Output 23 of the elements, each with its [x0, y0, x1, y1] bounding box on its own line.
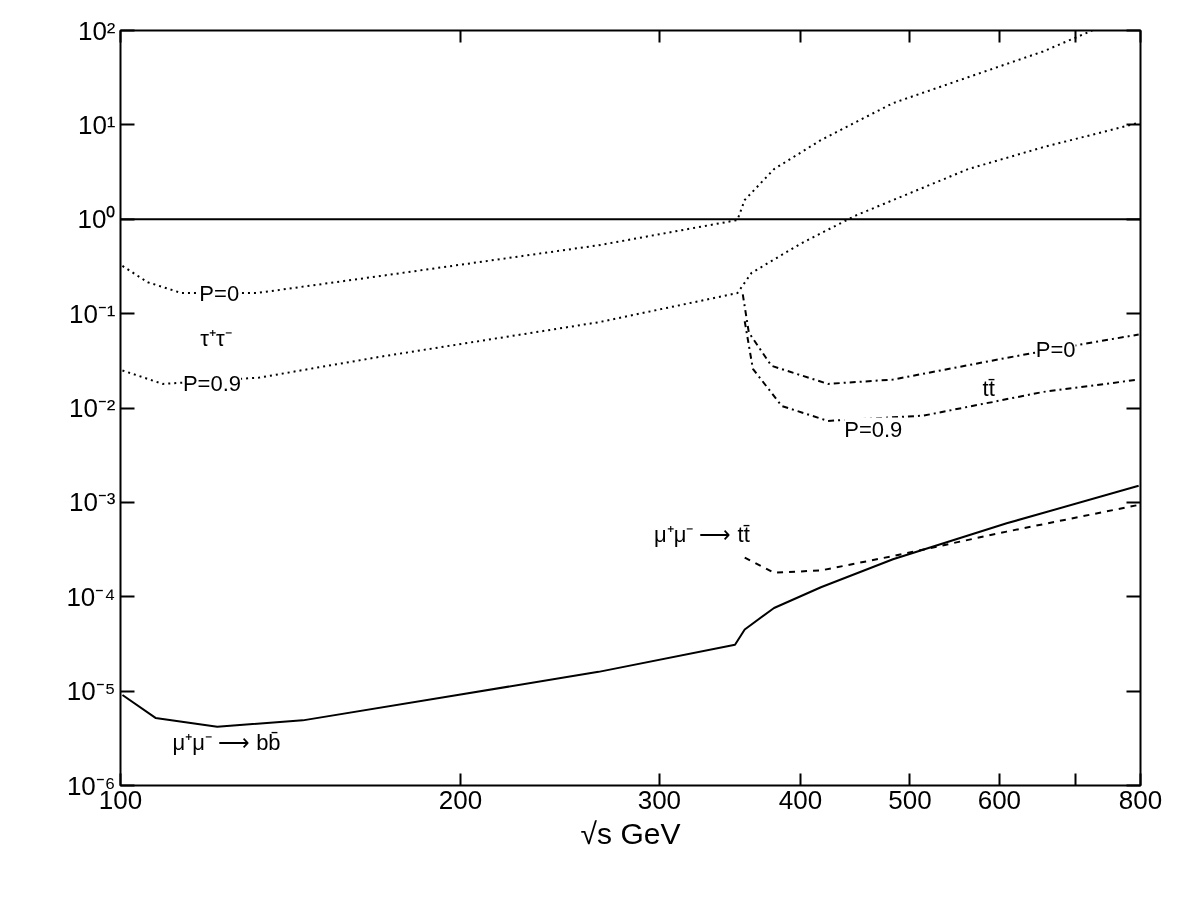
x-tick-label: 500	[888, 784, 932, 815]
annotation: tt̄	[982, 376, 995, 402]
annotation: μ⁺μ⁻ ⟶ bb̄	[172, 729, 281, 755]
x-tick-label: 600	[977, 784, 1022, 815]
y-tick-label: 10⁻³	[68, 487, 116, 518]
y-tick-label: 10²	[77, 15, 116, 46]
x-tick-label: 300	[637, 784, 682, 815]
y-tick-label: 10⁻¹	[68, 298, 116, 329]
annotation: P=0.9	[182, 371, 242, 397]
annotation: P=0	[1035, 336, 1076, 362]
annotation: P=0.9	[844, 417, 903, 443]
x-axis-title: √s GeV	[580, 816, 681, 850]
y-tick-label: 10⁻⁵	[66, 676, 116, 707]
y-tick-label: 10⁻⁴	[66, 581, 116, 612]
annotation: τ⁺τ⁻	[200, 326, 232, 352]
x-tick-label: 200	[438, 784, 483, 815]
x-tick-label: 400	[778, 784, 823, 815]
x-tick-label: 800	[1118, 784, 1163, 815]
y-tick-label: 10⁰	[77, 204, 116, 235]
annotation: P=0	[199, 280, 240, 306]
y-tick-label: 10¹	[77, 109, 116, 140]
annotation: μ⁺μ⁻ ⟶ tt̄	[654, 522, 750, 548]
y-tick-label: 10⁻²	[68, 393, 116, 423]
